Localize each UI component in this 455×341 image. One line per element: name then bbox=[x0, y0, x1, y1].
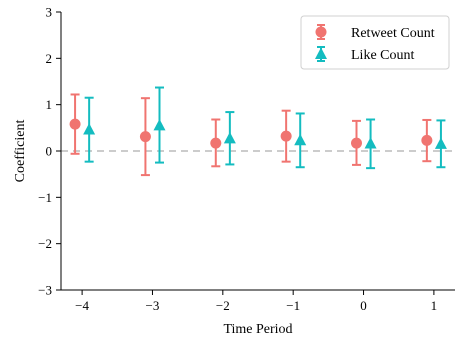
x-tick-label: 1 bbox=[431, 298, 438, 313]
y-axis-label: Coefficient bbox=[13, 120, 28, 183]
x-tick-label: −4 bbox=[75, 298, 89, 313]
point-marker-circle bbox=[280, 130, 292, 142]
data-point bbox=[139, 97, 151, 177]
x-axis-label: Time Period bbox=[223, 322, 292, 337]
point-marker-triangle bbox=[434, 137, 447, 149]
point-marker-circle bbox=[69, 118, 81, 130]
series-like-count bbox=[83, 86, 447, 170]
data-point bbox=[434, 119, 447, 169]
legend-item: Like Count bbox=[315, 46, 414, 63]
legend-item: Retweet Count bbox=[315, 24, 435, 41]
data-point bbox=[351, 119, 362, 166]
data-point bbox=[364, 118, 377, 170]
data-point bbox=[294, 112, 307, 169]
data-point bbox=[223, 111, 236, 166]
point-marker-triangle bbox=[364, 137, 377, 149]
data-point bbox=[83, 96, 96, 163]
ticks-layer: −4 −3 −2 −1 0 1 −3 −2 −1 0 1 2 3 bbox=[38, 5, 437, 314]
x-tick-label: 0 bbox=[360, 298, 367, 313]
x-tick-label: −2 bbox=[216, 298, 230, 313]
series-layer bbox=[69, 86, 447, 177]
data-point bbox=[421, 118, 433, 163]
y-tick-label: −1 bbox=[38, 190, 52, 205]
y-tick-label: 0 bbox=[46, 144, 53, 159]
data-point bbox=[280, 109, 292, 163]
y-tick-label: 1 bbox=[46, 97, 53, 112]
legend-circle-icon bbox=[315, 26, 327, 38]
y-tick-label: 2 bbox=[46, 51, 53, 66]
point-marker-circle bbox=[210, 137, 222, 149]
legend-box bbox=[300, 15, 450, 70]
point-marker-triangle bbox=[83, 123, 96, 135]
series-retweet-count bbox=[69, 93, 433, 177]
y-tick-label: 3 bbox=[46, 5, 53, 20]
x-tick-label: −3 bbox=[146, 298, 160, 313]
point-marker-triangle bbox=[153, 119, 166, 131]
data-point bbox=[210, 118, 222, 168]
legend-label: Retweet Count bbox=[351, 26, 435, 41]
x-tick-label: −1 bbox=[286, 298, 300, 313]
point-marker-triangle bbox=[223, 131, 236, 144]
legend: Retweet Count Like Count bbox=[300, 15, 450, 70]
legend-label: Like Count bbox=[351, 48, 414, 63]
y-tick-label: −3 bbox=[38, 283, 52, 298]
legend-triangle-icon bbox=[315, 47, 327, 59]
point-marker-circle bbox=[139, 131, 151, 143]
point-marker-triangle bbox=[294, 133, 307, 146]
data-point bbox=[69, 93, 81, 155]
point-marker-circle bbox=[351, 137, 362, 149]
point-marker-circle bbox=[421, 134, 433, 146]
data-point bbox=[153, 86, 166, 164]
y-tick-label: −2 bbox=[38, 236, 52, 251]
